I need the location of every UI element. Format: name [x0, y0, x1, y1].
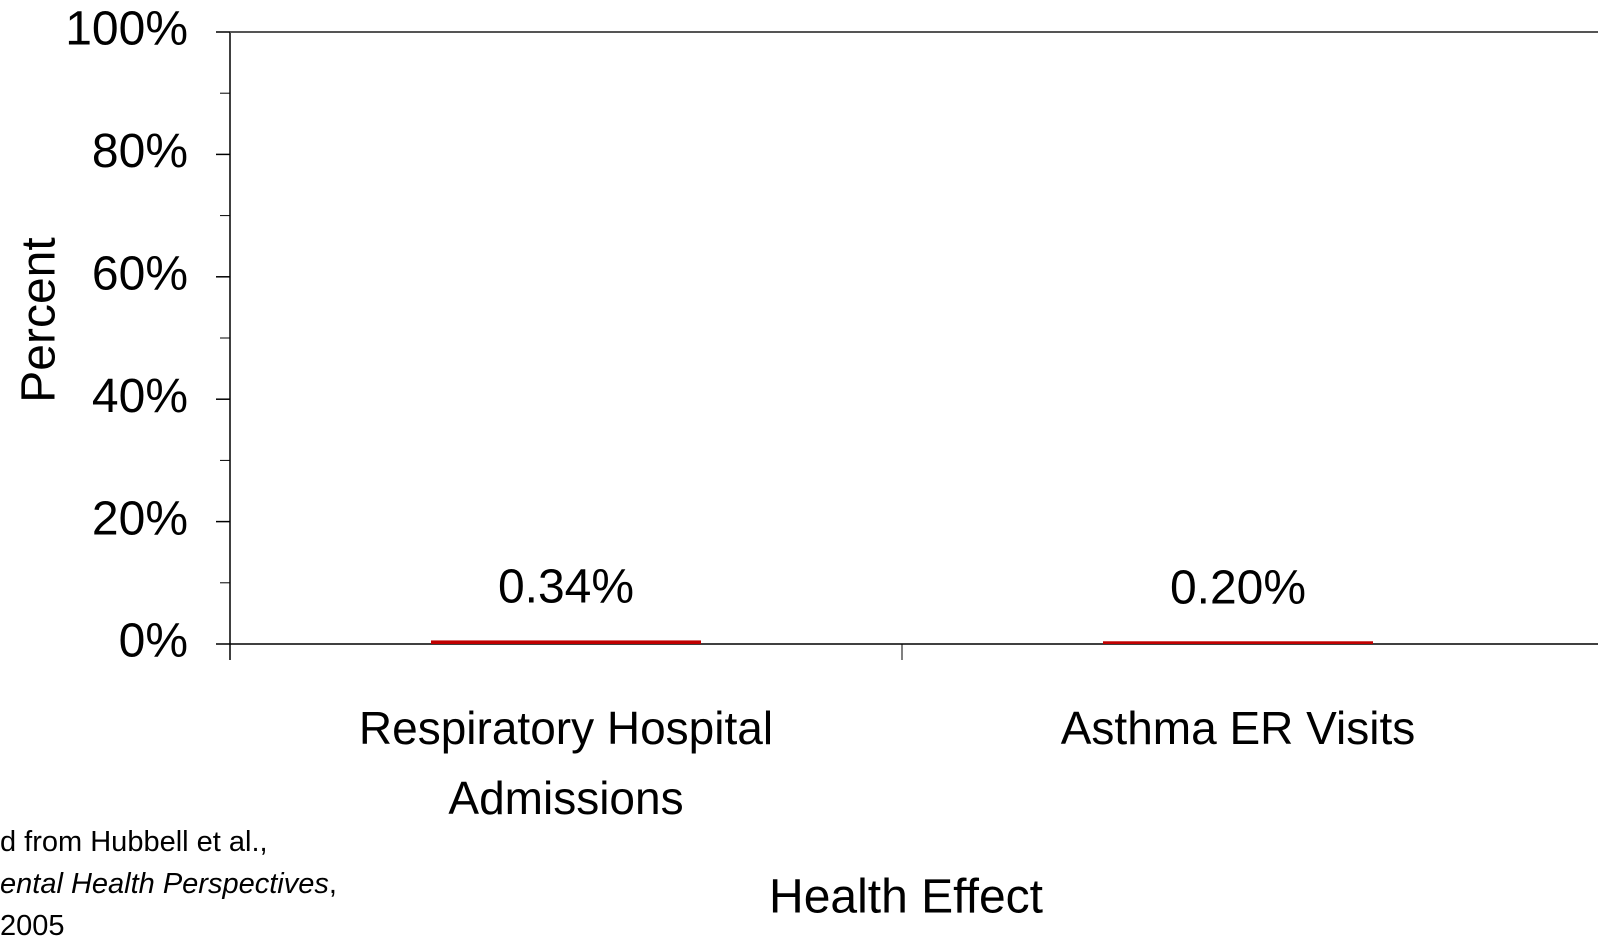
y-tick-label: 20% — [92, 492, 188, 545]
y-tick-label: 60% — [92, 247, 188, 300]
y-tick-label: 40% — [92, 370, 188, 423]
footnote-line: d from Hubbell et al., — [0, 826, 268, 858]
footnote-line: 2005 — [0, 910, 65, 941]
bar — [1103, 641, 1373, 644]
x-tick-label: Respiratory Hospital Admissions — [358, 702, 774, 824]
y-tick-label: 0% — [119, 615, 188, 668]
value-label: 0.34% — [498, 561, 634, 614]
footnote-text: ental Health Perspectives — [0, 868, 329, 900]
footnote-text: , — [329, 868, 337, 900]
y-axis-title: Percent — [13, 237, 66, 402]
value-label: 0.20% — [1170, 561, 1306, 614]
footnote-line: ental Health Perspectives, — [0, 868, 337, 900]
footnote-text: 2005 — [0, 910, 65, 941]
bar — [431, 640, 701, 644]
x-tick-label: Asthma ER Visits — [1060, 702, 1416, 754]
footnote-text: d from Hubbell et al., — [0, 826, 268, 858]
x-axis-title: Health Effect — [769, 871, 1043, 924]
y-tick-label: 100% — [65, 3, 188, 56]
y-tick-label: 80% — [92, 125, 188, 178]
